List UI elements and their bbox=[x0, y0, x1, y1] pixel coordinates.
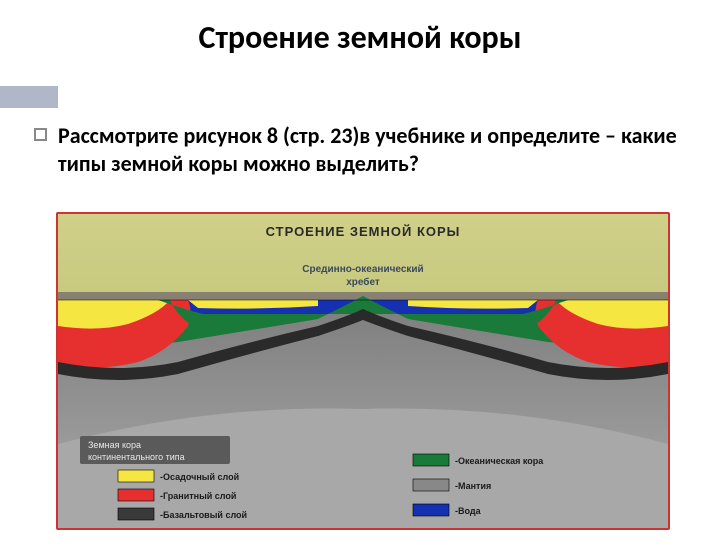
svg-text:-Базальтовый слой: -Базальтовый слой bbox=[160, 510, 247, 520]
ridge-label-2: хребет bbox=[346, 276, 380, 288]
svg-text:-Мантия: -Мантия bbox=[455, 481, 491, 491]
legend-right-2: -Вода bbox=[413, 504, 482, 516]
legend-left-2: -Базальтовый слой bbox=[118, 508, 247, 520]
ridge-label-1: Срединно-океанический bbox=[302, 264, 423, 275]
crust-diagram: СТРОЕНИЕ ЗЕМНОЙ КОРЫ Срединно-океаническ… bbox=[58, 214, 668, 528]
svg-text:-Океаническая кора: -Океаническая кора bbox=[455, 456, 544, 466]
bullet-text: Рассмотрите рисунок 8 (стр. 23)в учебник… bbox=[58, 122, 678, 177]
bullet-marker bbox=[34, 128, 47, 141]
diagram-title: СТРОЕНИЕ ЗЕМНОЙ КОРЫ bbox=[266, 224, 461, 239]
legend-title-1: Земная кора bbox=[88, 440, 141, 450]
legend-left-1: -Гранитный слой bbox=[118, 489, 236, 501]
svg-text:-Гранитный слой: -Гранитный слой bbox=[160, 491, 236, 501]
legend-right-0: -Океаническая кора bbox=[413, 454, 544, 466]
accent-bar bbox=[0, 86, 58, 108]
slide-title: Строение земной коры bbox=[0, 18, 720, 57]
svg-text:-Вода: -Вода bbox=[455, 506, 482, 516]
legend-left-0: -Осадочный слой bbox=[118, 470, 239, 482]
diagram-container: СТРОЕНИЕ ЗЕМНОЙ КОРЫ Срединно-океаническ… bbox=[56, 212, 670, 530]
legend-title-2: континентального типа bbox=[88, 452, 185, 462]
svg-text:-Осадочный слой: -Осадочный слой bbox=[160, 472, 239, 482]
